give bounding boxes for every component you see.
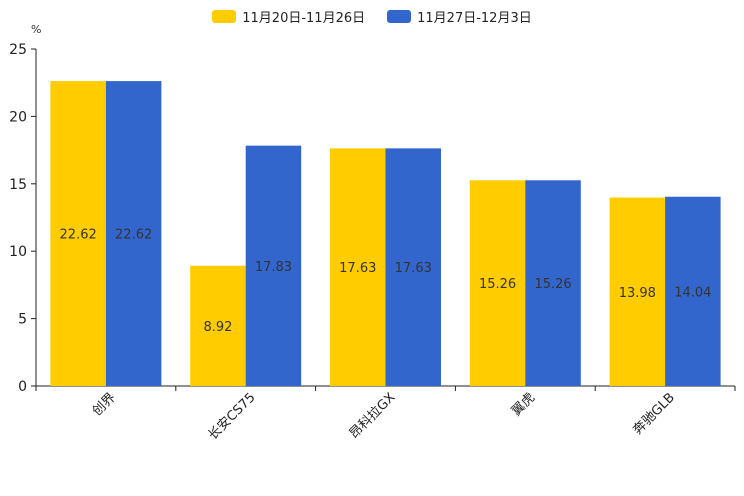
data-label-s2-3: 15.26 <box>534 277 571 292</box>
bar-s2-4 <box>665 196 721 386</box>
bar-s2-3 <box>525 180 581 386</box>
x-tick-label-4: 奔驰GLB <box>630 390 678 438</box>
data-label-s1-0: 22.62 <box>60 228 97 243</box>
data-label-s2-0: 22.62 <box>115 228 152 243</box>
bar-s1-1 <box>190 265 246 386</box>
y-tick-label-3: 15 <box>9 177 27 193</box>
x-tick-label-2: 昂科拉GX <box>347 390 399 442</box>
y-tick-label-5: 25 <box>9 42 27 58</box>
legend: 11月20日-11月26日 11月27日-12月3日 <box>0 7 744 26</box>
data-label-s1-2: 17.63 <box>339 261 376 276</box>
y-tick-label-1: 5 <box>18 312 27 328</box>
bar-s1-4 <box>609 197 666 386</box>
y-axis-unit-label: % <box>31 23 41 36</box>
legend-item-series-1[interactable]: 11月20日-11月26日 <box>212 7 365 26</box>
bar-s1-0 <box>50 81 106 386</box>
x-tick-label-3: 翼虎 <box>509 390 538 419</box>
y-tick-label-2: 10 <box>9 244 27 260</box>
legend-label-series-1: 11月20日-11月26日 <box>242 11 366 26</box>
data-label-s1-4: 13.98 <box>619 286 656 301</box>
data-label-s2-2: 17.63 <box>395 261 432 276</box>
bar-s2-0 <box>105 81 162 386</box>
legend-label-series-2: 11月27日-12月3日 <box>417 11 532 26</box>
legend-swatch-series-2 <box>387 10 412 23</box>
legend-swatch-series-1 <box>212 10 237 23</box>
bar-s2-1 <box>245 145 302 386</box>
bar-s1-3 <box>469 180 526 386</box>
data-label-s2-4: 14.04 <box>674 285 711 300</box>
bar-s2-2 <box>385 148 441 386</box>
data-label-s1-3: 15.26 <box>479 277 516 292</box>
y-tick-label-0: 0 <box>18 379 27 395</box>
bar-s1-2 <box>330 148 386 386</box>
data-label-s1-1: 8.92 <box>203 320 232 335</box>
y-tick-label-4: 20 <box>9 109 27 125</box>
x-tick-label-1: 长安CS75 <box>206 390 259 443</box>
x-tick-label-0: 创界 <box>90 390 119 419</box>
legend-item-series-2[interactable]: 11月27日-12月3日 <box>387 7 532 26</box>
data-label-s2-1: 17.83 <box>255 260 292 275</box>
